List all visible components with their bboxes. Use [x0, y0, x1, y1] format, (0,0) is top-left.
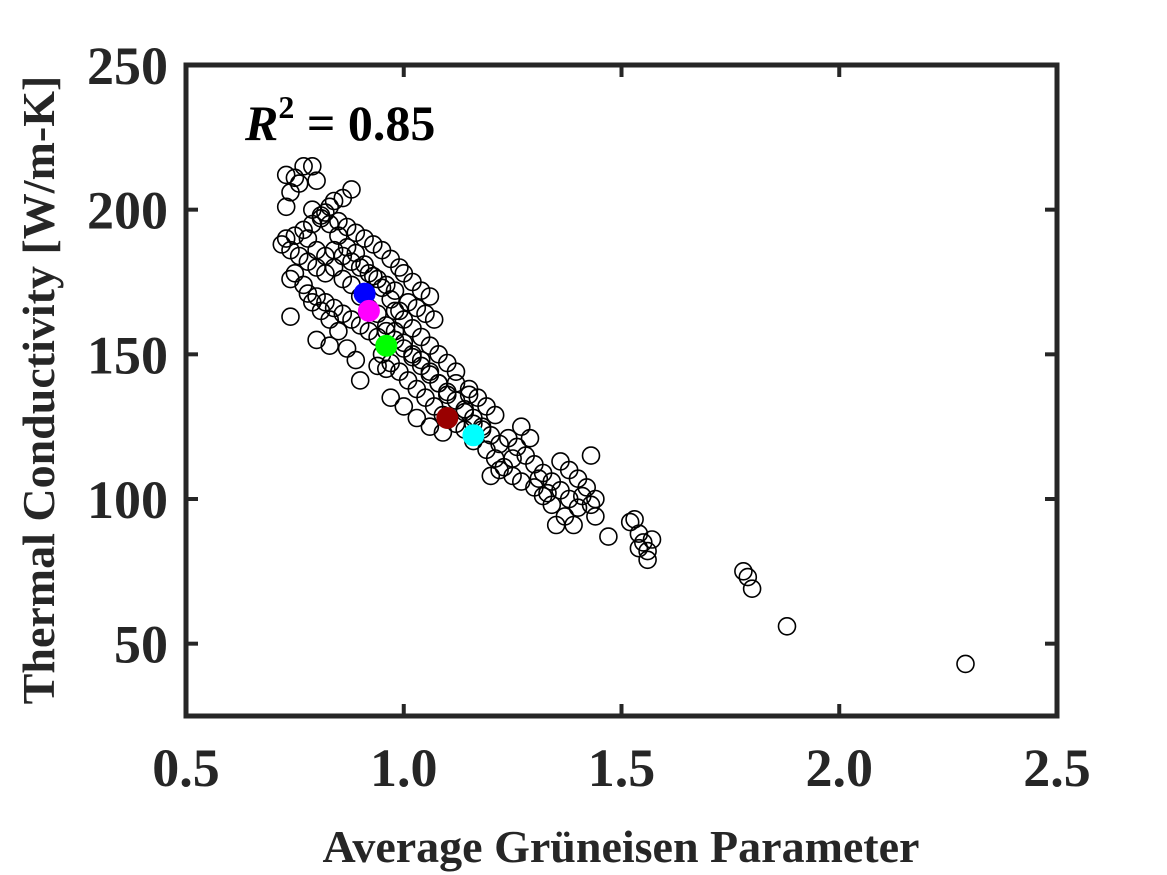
data-point [307, 171, 326, 190]
data-point [320, 336, 340, 356]
data-point [333, 188, 353, 208]
data-point [281, 269, 300, 289]
tick-labels: 0.5 1.0 1.5 2.0 2.5 50 100 150 200 250 [87, 36, 1091, 798]
data-point [538, 483, 557, 503]
data-point [511, 472, 531, 491]
r-superscript: 2 [278, 89, 294, 125]
plot-frame [183, 62, 1060, 719]
data-point [329, 321, 348, 341]
y-tick-label: 200 [87, 181, 168, 241]
data-point [285, 226, 305, 245]
data-point [276, 229, 296, 248]
r-equation: = 0.85 [294, 95, 435, 151]
data-point [424, 310, 444, 329]
data-point [734, 561, 753, 581]
data-point [629, 524, 649, 544]
data-point [633, 533, 653, 552]
data-point [407, 408, 427, 428]
r-symbol: R [244, 95, 278, 151]
data-point [568, 498, 588, 518]
data-point [281, 183, 300, 202]
data-point [625, 509, 644, 529]
highlight-point [357, 299, 380, 322]
data-point [638, 550, 657, 570]
data-point [446, 362, 466, 382]
data-point [276, 165, 296, 185]
data-point [390, 301, 409, 321]
data-point [385, 281, 405, 301]
data-point [420, 417, 440, 437]
data-point [381, 388, 401, 408]
x-axis-label: Average Grüneisen Parameter [323, 821, 920, 872]
data-point [777, 616, 797, 636]
data-point [316, 203, 335, 222]
data-point [394, 397, 414, 416]
data-point [586, 507, 605, 526]
r-squared-annotation: R2 = 0.85 [244, 89, 435, 151]
data-point [481, 466, 501, 486]
data-point [529, 469, 549, 489]
x-tick-label: 1.0 [370, 738, 438, 798]
data-point [638, 541, 657, 561]
data-point [363, 266, 383, 286]
x-tick-label: 0.5 [152, 738, 220, 798]
data-point [599, 527, 618, 546]
data-point [581, 495, 601, 515]
data-point [350, 371, 370, 390]
data-point [294, 275, 313, 295]
data-point [302, 157, 322, 176]
y-axis-label: Thermal Conductivity [W/m-K] [13, 76, 64, 705]
data-point [285, 263, 305, 283]
data-point [337, 339, 357, 358]
data-points [272, 157, 975, 674]
highlight-point [375, 334, 398, 357]
highlight-point [462, 424, 485, 447]
y-tick-label: 150 [87, 325, 168, 385]
highlight-point [436, 407, 459, 429]
data-point [564, 515, 583, 535]
data-point [511, 417, 531, 437]
data-point [376, 359, 396, 379]
x-tick-label: 2.0 [806, 738, 874, 798]
y-tick-label: 50 [114, 615, 168, 675]
x-tick-label: 2.5 [1023, 738, 1091, 798]
data-point [420, 287, 440, 306]
data-point [390, 258, 409, 277]
data-point [281, 307, 300, 327]
data-point [368, 356, 387, 376]
data-point [307, 330, 326, 350]
data-point [542, 495, 562, 515]
y-tick-label: 250 [87, 36, 168, 96]
data-point [503, 449, 522, 468]
data-point [581, 446, 601, 465]
data-point [485, 405, 505, 425]
data-point [642, 530, 662, 549]
data-point [956, 654, 975, 674]
data-point [276, 197, 296, 217]
y-tick-label: 100 [87, 470, 168, 530]
data-point [346, 350, 366, 370]
data-point [520, 428, 540, 448]
data-point [459, 385, 479, 405]
data-point [294, 157, 313, 176]
data-point [742, 579, 762, 599]
x-tick-label: 1.5 [588, 738, 656, 798]
data-point [738, 567, 758, 587]
axis-ticks [184, 63, 1059, 716]
data-point [298, 284, 318, 303]
